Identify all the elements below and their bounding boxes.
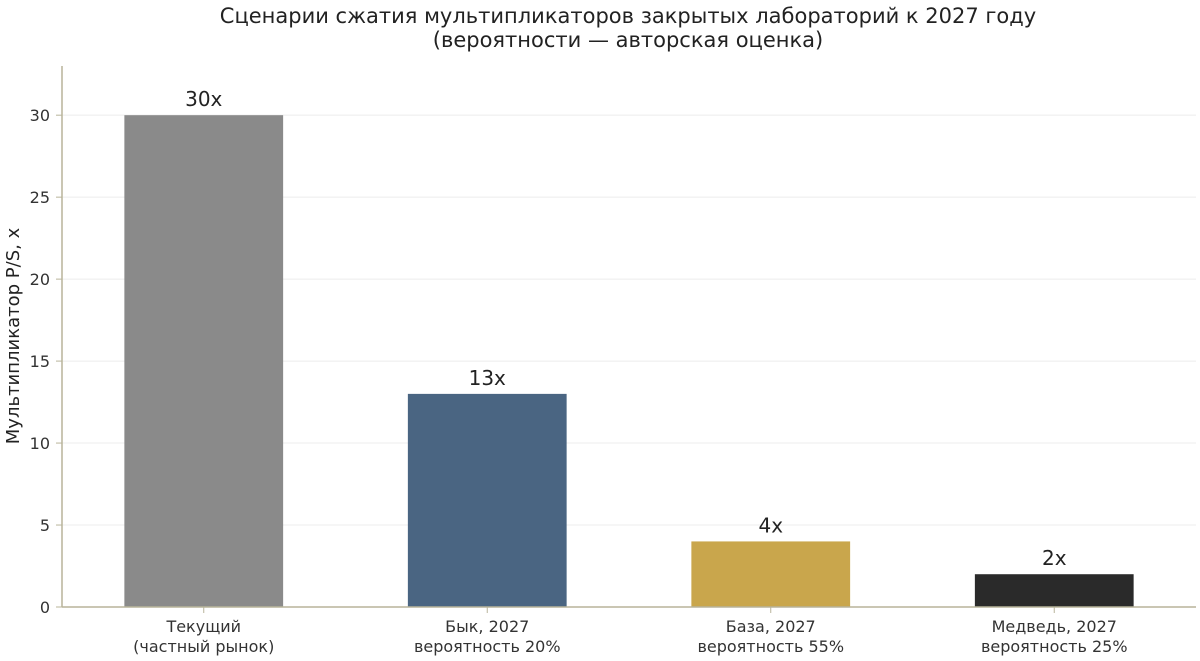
y-tick-label: 20	[30, 270, 50, 289]
bar	[691, 541, 851, 607]
labels: 0 5 10 15 20 25 30 30x Текущий(частный рынок) 13x…	[30, 87, 1128, 656]
x-tick-label: (частный рынок)	[133, 637, 274, 656]
x-tick-label: вероятность 55%	[697, 637, 844, 656]
x-tick-label: вероятность 25%	[981, 637, 1128, 656]
x-tick-label: Текущий	[165, 617, 241, 636]
x-tick-label: вероятность 20%	[414, 637, 561, 656]
y-tick-label: 5	[40, 516, 50, 535]
chart-title: Сценарии сжатия мультипликаторов закрыты…	[220, 4, 1036, 28]
chart-subtitle: (вероятности — авторская оценка)	[433, 28, 824, 52]
y-tick-label: 10	[30, 434, 50, 453]
x-tick-label: База, 2027	[726, 617, 816, 636]
bar	[407, 393, 567, 607]
data-label: 30x	[185, 87, 222, 111]
bar	[124, 115, 284, 607]
data-label: 2x	[1042, 546, 1067, 570]
y-tick-label: 0	[40, 598, 50, 617]
axes	[56, 66, 1196, 613]
y-axis-label: Мультипликатор P/S, x	[3, 227, 24, 444]
y-tick-label: 15	[30, 352, 50, 371]
x-tick-label: Бык, 2027	[445, 617, 529, 636]
y-tick-label: 30	[30, 106, 50, 125]
bars	[124, 115, 1134, 607]
data-label: 4x	[758, 513, 783, 537]
x-tick-label: Медведь, 2027	[992, 617, 1117, 636]
y-tick-label: 25	[30, 188, 50, 207]
bar	[974, 574, 1134, 607]
data-label: 13x	[469, 366, 506, 390]
